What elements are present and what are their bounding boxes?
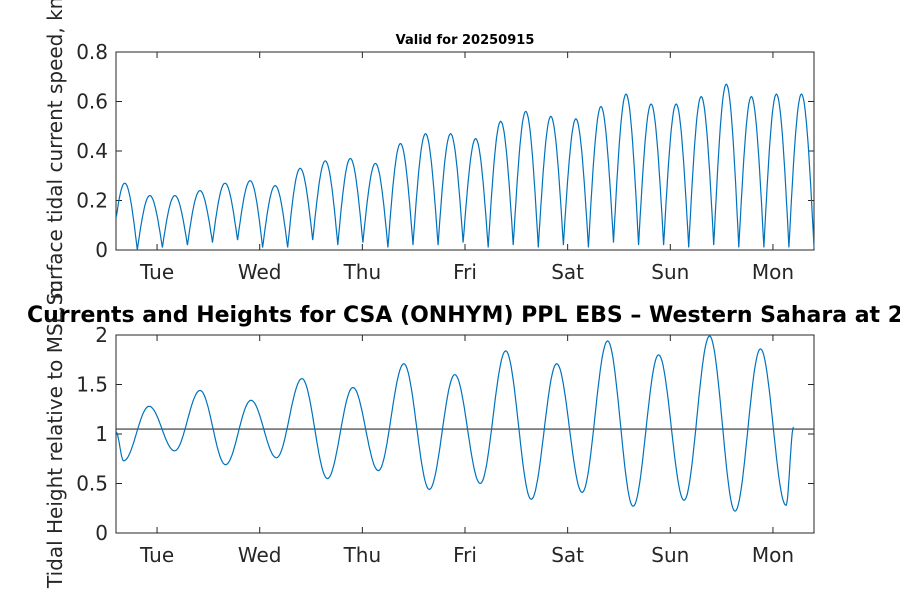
y-tick-label: 1 [95, 422, 108, 446]
y-tick-label: 0 [95, 521, 108, 545]
x-tick-label: Fri [453, 260, 477, 284]
x-tick-label: Mon [752, 543, 794, 567]
x-tick-label: Sat [551, 543, 584, 567]
x-tick-label: Thu [343, 543, 382, 567]
height-panel: Currents and Heights for CSA (ONHYM) PPL… [27, 280, 900, 589]
speed-panel: Valid for 20250915 Surface tidal current… [43, 0, 815, 305]
x-tick-label: Wed [238, 543, 282, 567]
y-tick-label: 0.8 [76, 40, 108, 64]
speed-series-line [115, 83, 815, 251]
x-tick-label: Sat [551, 260, 584, 284]
y-tick-label: 0 [95, 238, 108, 262]
height-ylabel: Tidal Height relative to MSL, m [43, 280, 67, 589]
speed-y-ticks: 0 0.2 0.4 0.6 0.8 [76, 40, 814, 262]
y-tick-label: 0.2 [76, 189, 108, 213]
x-tick-label: Thu [343, 260, 382, 284]
x-tick-label: Sun [651, 543, 689, 567]
x-tick-label: Sun [651, 260, 689, 284]
x-tick-label: Mon [752, 260, 794, 284]
y-tick-label: 0.5 [76, 472, 108, 496]
height-axes-box [115, 334, 815, 534]
y-tick-label: 0.4 [76, 139, 108, 163]
height-series-line [115, 335, 795, 512]
speed-x-ticks: Tue Wed Thu Fri Sat Sun Mon [139, 52, 794, 284]
y-tick-label: 2 [95, 323, 108, 347]
speed-ylabel: Surface tidal current speed, kn [43, 0, 67, 305]
y-tick-label: 0.6 [76, 90, 108, 114]
y-tick-label: 1.5 [76, 373, 108, 397]
x-tick-label: Wed [238, 260, 282, 284]
height-x-ticks: Tue Wed Thu Fri Sat Sun Mon [139, 335, 794, 567]
x-tick-label: Tue [139, 543, 174, 567]
speed-title: Valid for 20250915 [396, 33, 535, 48]
height-title: Currents and Heights for CSA (ONHYM) PPL… [27, 303, 900, 328]
x-tick-label: Fri [453, 543, 477, 567]
height-y-ticks: 0 0.5 1 1.5 2 [76, 323, 814, 545]
x-tick-label: Tue [139, 260, 174, 284]
